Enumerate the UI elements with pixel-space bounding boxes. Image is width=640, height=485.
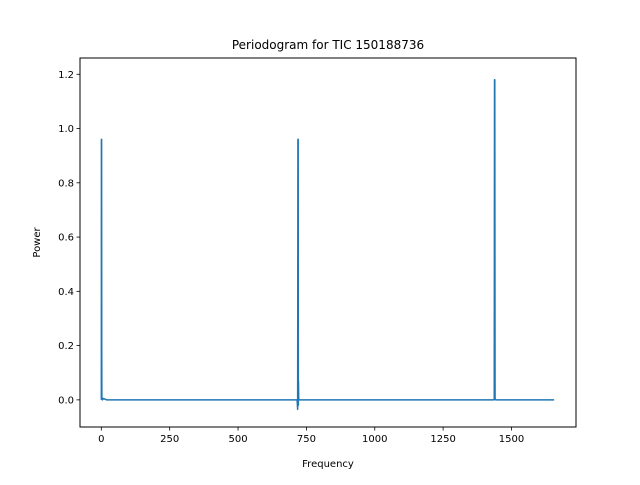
x-tick-label: 1000 bbox=[362, 434, 387, 445]
y-tick-label: 0.8 bbox=[58, 178, 74, 189]
plot-area bbox=[100, 78, 555, 411]
y-tick-label: 0.2 bbox=[58, 341, 74, 352]
chart-title: Periodogram for TIC 150188736 bbox=[232, 38, 424, 52]
x-tick-label: 500 bbox=[228, 434, 247, 445]
y-tick-label: 1.2 bbox=[58, 70, 74, 81]
y-tick-label: 1.0 bbox=[58, 124, 74, 135]
y-tick-label: 0.0 bbox=[58, 395, 74, 406]
x-tick-label: 250 bbox=[160, 434, 179, 445]
x-tick-label: 1500 bbox=[499, 434, 524, 445]
y-tick-label: 0.6 bbox=[58, 233, 74, 244]
x-tick-label: 1250 bbox=[430, 434, 455, 445]
x-axis-ticks: 0 250 500 750 1000 1250 1500 bbox=[98, 427, 524, 445]
y-tick-label: 0.4 bbox=[58, 287, 74, 298]
y-axis-ticks: 0.0 0.2 0.4 0.6 0.8 1.0 1.2 bbox=[58, 70, 80, 406]
power-series-line bbox=[100, 78, 555, 411]
x-axis-label: Frequency bbox=[302, 459, 354, 470]
x-tick-label: 750 bbox=[297, 434, 316, 445]
x-tick-label: 0 bbox=[98, 434, 104, 445]
y-axis-label: Power bbox=[32, 226, 43, 257]
axes-frame bbox=[79, 57, 577, 428]
